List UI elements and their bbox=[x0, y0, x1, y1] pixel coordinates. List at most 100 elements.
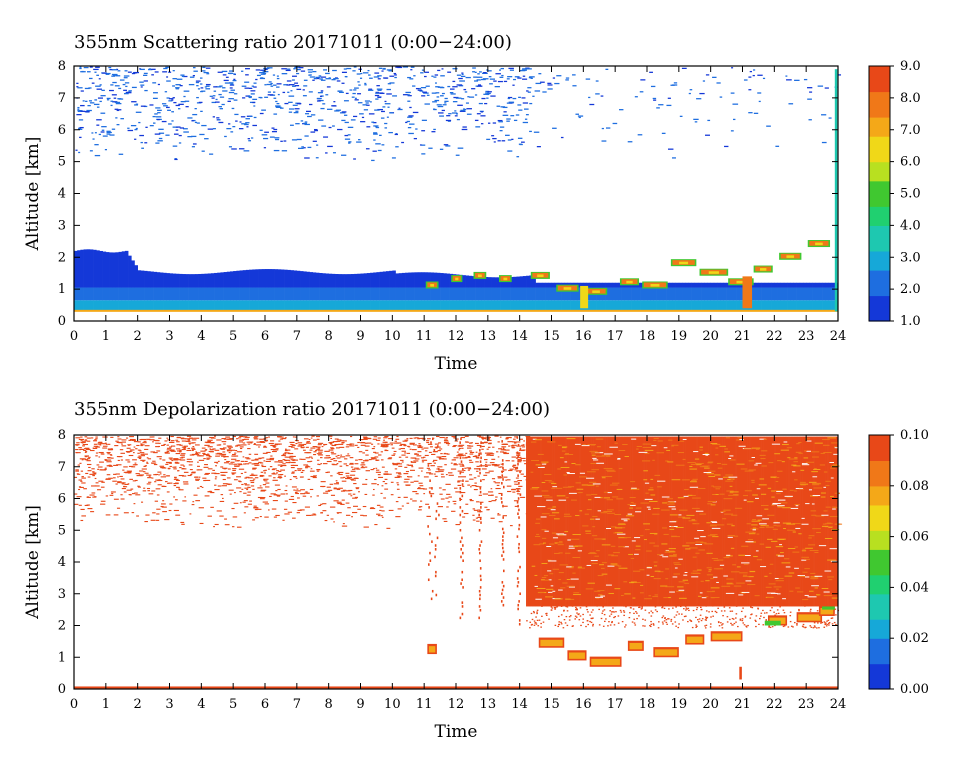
depol-speckle bbox=[366, 442, 372, 444]
cloud-core bbox=[786, 255, 795, 258]
aerosol-layer-cell bbox=[153, 287, 158, 301]
aerosol-speckle bbox=[312, 79, 315, 81]
aerosol-layer-cell bbox=[551, 282, 556, 288]
aerosol-speckle bbox=[114, 101, 121, 104]
depol-speckle bbox=[348, 493, 352, 495]
depol-speckle bbox=[453, 437, 456, 439]
depol-texture bbox=[541, 562, 548, 564]
aerosol-speckle bbox=[462, 126, 467, 128]
depol-texture bbox=[631, 438, 637, 440]
depol-speckle bbox=[215, 455, 220, 457]
depol-texture bbox=[702, 453, 710, 455]
depol-streak bbox=[500, 493, 503, 496]
aerosol-speckle bbox=[205, 85, 210, 87]
depol-texture bbox=[572, 556, 581, 558]
aerosol-speckle bbox=[328, 77, 331, 79]
aerosol-layer-cell bbox=[452, 300, 457, 312]
depol-texture bbox=[595, 485, 599, 487]
aerosol-layer-cell bbox=[280, 300, 285, 312]
depol-speckle bbox=[379, 506, 384, 508]
aerosol-layer-cell bbox=[471, 300, 476, 312]
aerosol-speckle bbox=[345, 92, 349, 95]
aerosol-speckle bbox=[439, 148, 444, 150]
depol-dense-cell bbox=[653, 436, 656, 607]
depol-speckle bbox=[116, 507, 121, 509]
aerosol-speckle bbox=[467, 96, 470, 98]
aerosol-layer-cell bbox=[284, 269, 288, 288]
depol-dense-cell bbox=[724, 436, 727, 607]
depol-dense-cell bbox=[688, 436, 691, 607]
depol-speckle bbox=[86, 448, 91, 451]
aerosol-speckle bbox=[336, 80, 341, 82]
depol-speckle bbox=[344, 458, 348, 460]
aerosol-layer-cell bbox=[570, 300, 575, 312]
aerosol-speckle bbox=[435, 86, 440, 88]
aerosol-layer-cell bbox=[245, 300, 250, 312]
depol-speckle bbox=[265, 486, 270, 488]
aerosol-speckle bbox=[565, 77, 570, 79]
depol-speckle bbox=[204, 449, 207, 451]
depol-texture bbox=[616, 533, 626, 535]
depol-texture bbox=[829, 462, 835, 463]
depol-texture bbox=[756, 488, 761, 490]
depol-speckle bbox=[355, 487, 360, 489]
depol-speckle bbox=[388, 457, 393, 459]
depol-speckle bbox=[382, 441, 388, 443]
aerosol-speckle bbox=[526, 68, 532, 70]
depol-speckle bbox=[206, 455, 209, 457]
aerosol-layer-cell bbox=[319, 287, 323, 301]
aerosol-layer-cell bbox=[818, 282, 823, 288]
depol-speckle bbox=[464, 435, 469, 437]
depol-speckle bbox=[156, 513, 160, 515]
aerosol-layer-cell bbox=[204, 287, 209, 301]
depol-speckle bbox=[349, 463, 354, 465]
depol-speckle bbox=[511, 447, 515, 449]
depol-speckle bbox=[242, 438, 246, 441]
depol-streak bbox=[479, 445, 482, 448]
depol-speckle bbox=[411, 466, 414, 468]
depol-speckle bbox=[336, 457, 341, 459]
depol-speckle bbox=[166, 437, 169, 439]
depol-texture bbox=[700, 542, 707, 544]
depol-speckle bbox=[138, 457, 142, 460]
aerosol-layer-cell bbox=[720, 300, 724, 312]
depol-speckle bbox=[400, 443, 406, 445]
aerosol-speckle bbox=[191, 135, 197, 138]
depol-speckle bbox=[290, 455, 296, 458]
aerosol-speckle bbox=[267, 94, 274, 96]
aerosol-layer-cell bbox=[325, 300, 329, 312]
depol-speckle bbox=[212, 469, 215, 471]
depol-texture bbox=[800, 481, 806, 483]
depol-texture bbox=[706, 574, 713, 576]
aerosol-speckle bbox=[276, 83, 282, 85]
aerosol-layer-cell bbox=[589, 300, 594, 312]
depol-speckle bbox=[390, 494, 394, 496]
aerosol-layer-cell bbox=[306, 300, 310, 312]
depol-speckle bbox=[338, 473, 343, 476]
depol-texture bbox=[716, 581, 719, 583]
depol-texture bbox=[541, 579, 545, 581]
depol-speckle bbox=[214, 484, 217, 486]
depol-speckle bbox=[295, 442, 298, 445]
depol-speckle bbox=[252, 467, 257, 469]
depol-speckle bbox=[211, 472, 217, 474]
depol-speckle bbox=[289, 455, 293, 457]
aerosol-speckle bbox=[307, 115, 312, 118]
depol-speckle bbox=[310, 437, 313, 439]
depol-speckle bbox=[401, 505, 404, 507]
depol-streak bbox=[462, 544, 464, 547]
aerosol-layer-cell bbox=[640, 300, 645, 312]
depol-texture bbox=[690, 572, 700, 574]
depol-speckle bbox=[117, 476, 119, 478]
aerosol-speckle bbox=[266, 83, 272, 86]
depol-speckle bbox=[104, 459, 107, 461]
colorbar-swatch bbox=[869, 180, 890, 188]
depol-speckle bbox=[462, 457, 468, 459]
depol-speckle bbox=[146, 487, 151, 490]
aerosol-layer-cell bbox=[290, 270, 294, 288]
aerosol-speckle bbox=[80, 110, 86, 112]
depol-texture bbox=[546, 588, 554, 590]
aerosol-speckle bbox=[341, 111, 347, 113]
depol-dense-cell bbox=[599, 436, 602, 607]
colorbar-swatch bbox=[869, 276, 890, 284]
